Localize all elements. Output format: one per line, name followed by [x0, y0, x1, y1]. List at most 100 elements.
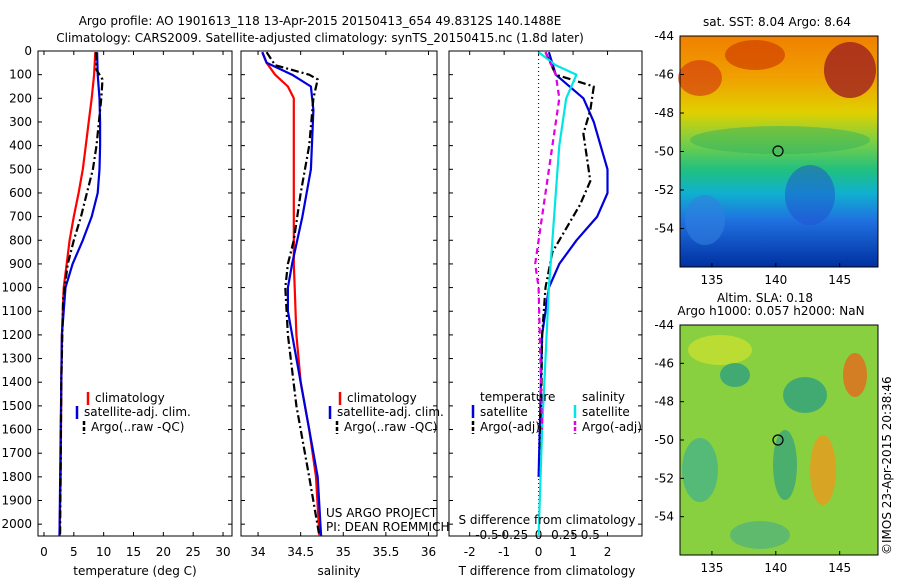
argo-line — [59, 52, 104, 536]
salinity-xtick-label: 36 — [421, 545, 436, 559]
depth-tick-label: 1900 — [1, 494, 32, 508]
depth-tick-label: 100 — [9, 68, 32, 82]
legend-group-temperature: temperature — [480, 390, 555, 404]
legend-label-climatology: climatology — [347, 391, 417, 405]
temperature-xtick-label: 30 — [215, 545, 230, 559]
salinity-xtick-label: 34 — [250, 545, 265, 559]
s-difference-tick-label: 0.25 — [551, 528, 578, 542]
sla-low-patch — [720, 363, 750, 387]
sla-low-patch — [730, 521, 790, 549]
salinity-xtick-label: 34.5 — [287, 545, 314, 559]
sla-map — [679, 324, 879, 556]
t-argo-diff-line — [539, 51, 595, 477]
s-difference-axis-label: S difference from climatology — [459, 513, 636, 527]
legend-group-salinity: salinity — [582, 390, 625, 404]
sla-low-patch — [773, 430, 797, 500]
sla-lat-label: -46 — [654, 356, 674, 370]
argo-location-marker — [772, 434, 784, 446]
legend-label-satellite: satellite-adj. clim. — [84, 405, 191, 419]
s-difference-tick-label: 0.5 — [581, 528, 600, 542]
depth-tick-label: 1800 — [1, 470, 32, 484]
figure-title-line2: Climatology: CARS2009. Satellite-adjuste… — [56, 31, 584, 45]
project-credit: US ARGO PROJECT — [326, 506, 438, 520]
s-difference-tick-label: -0.5 — [475, 528, 498, 542]
sst-cool-patch — [685, 195, 725, 245]
difference-xtick-label: 0 — [535, 545, 543, 559]
salinity-panel-frame — [240, 50, 438, 537]
temperature-xtick-label: 15 — [126, 545, 141, 559]
sst-warm-patch — [678, 60, 722, 96]
salinity-xtick-label: 35 — [336, 545, 351, 559]
sst-lat-label: -50 — [654, 145, 674, 159]
imos-watermark: ©IMOS 23-Apr-2015 20:38:46 — [880, 376, 894, 555]
sla-high-patch — [810, 435, 836, 505]
sla-lon-label: 135 — [700, 561, 723, 575]
temperature-xtick-label: 20 — [156, 545, 171, 559]
temperature-xtick-label: 0 — [40, 545, 48, 559]
sla-lon-label: 140 — [764, 561, 787, 575]
sla-lat-label: -52 — [654, 471, 674, 485]
difference-legend: temperature salinity satellite Argo(-adj… — [471, 390, 642, 434]
sst-lon-label: 135 — [700, 273, 723, 287]
sst-lon-label: 145 — [828, 273, 851, 287]
difference-xtick-label: -1 — [498, 545, 510, 559]
depth-tick-label: 500 — [9, 162, 32, 176]
difference-xtick-label: 1 — [569, 545, 577, 559]
sst-lat-label: -46 — [654, 68, 674, 82]
legend-label-s-argo: Argo(-adj) — [582, 420, 642, 434]
depth-tick-label: 700 — [9, 210, 32, 224]
sla-lat-label: -50 — [654, 433, 674, 447]
sst-lon-label: 140 — [764, 273, 787, 287]
sst-cool-patch — [785, 165, 835, 225]
sla-map-title-line2: Argo h1000: 0.057 h2000: NaN — [677, 304, 864, 318]
argo-location-marker — [772, 145, 784, 157]
sst-lat-label: -54 — [654, 222, 674, 236]
s-satellite-diff-line — [537, 51, 578, 536]
pi-credit: PI: DEAN ROEMMICH — [326, 520, 449, 534]
figure-title-line1: Argo profile: AO 1901613_118 13-Apr-2015… — [79, 14, 562, 28]
salinity-legend: climatology satellite-adj. clim. Argo(..… — [328, 391, 444, 434]
temperature-xtick-label: 25 — [186, 545, 201, 559]
depth-tick-label: 200 — [9, 91, 32, 105]
sla-high-patch — [688, 335, 752, 365]
sst-map-title: sat. SST: 8.04 Argo: 8.64 — [703, 15, 851, 29]
satellite-adj-line — [261, 51, 323, 536]
sla-lon-label: 145 — [828, 561, 851, 575]
sst-warm-patch — [824, 42, 876, 98]
depth-tick-label: 900 — [9, 257, 32, 271]
satellite-adj-line — [58, 52, 102, 536]
temperature-xtick-label: 5 — [70, 545, 78, 559]
legend-label-climatology: climatology — [95, 391, 165, 405]
s-difference-tick-label: -0.25 — [497, 528, 528, 542]
sla-lat-label: -44 — [654, 318, 674, 332]
difference-xtick-label: -2 — [464, 545, 476, 559]
sla-map-title-line1: Altim. SLA: 0.18 — [717, 291, 813, 305]
sst-lat-label: -52 — [654, 183, 674, 197]
argo-line — [265, 51, 321, 536]
sla-lat-label: -48 — [654, 395, 674, 409]
depth-tick-label: 1300 — [1, 352, 32, 366]
s-argo-diff-line — [534, 51, 561, 430]
depth-tick-label: 0 — [24, 44, 32, 58]
depth-tick-label: 800 — [9, 233, 32, 247]
depth-tick-label: 1000 — [1, 281, 32, 295]
depth-tick-label: 1700 — [1, 446, 32, 460]
sst-warm-patch — [725, 40, 785, 70]
sla-low-patch — [783, 377, 827, 413]
sst-lat-label: -44 — [654, 29, 674, 43]
depth-tick-label: 600 — [9, 186, 32, 200]
sla-low-patch — [682, 438, 718, 502]
salinity-xtick-label: 35.5 — [373, 545, 400, 559]
sst-green-band — [690, 126, 870, 154]
temperature-xtick-label: 10 — [96, 545, 111, 559]
depth-tick-label: 400 — [9, 139, 32, 153]
legend-label-s-satellite: satellite — [582, 405, 630, 419]
sst-map — [678, 35, 879, 268]
legend-label-satellite: satellite-adj. clim. — [337, 405, 444, 419]
salinity-axis-label: salinity — [317, 564, 360, 578]
depth-tick-label: 1600 — [1, 423, 32, 437]
legend-label-t-argo: Argo(-adj) — [480, 420, 540, 434]
temperature-panel-frame — [37, 50, 233, 537]
legend-label-argo: Argo(..raw -QC) — [91, 420, 184, 434]
sst-lat-label: -48 — [654, 106, 674, 120]
